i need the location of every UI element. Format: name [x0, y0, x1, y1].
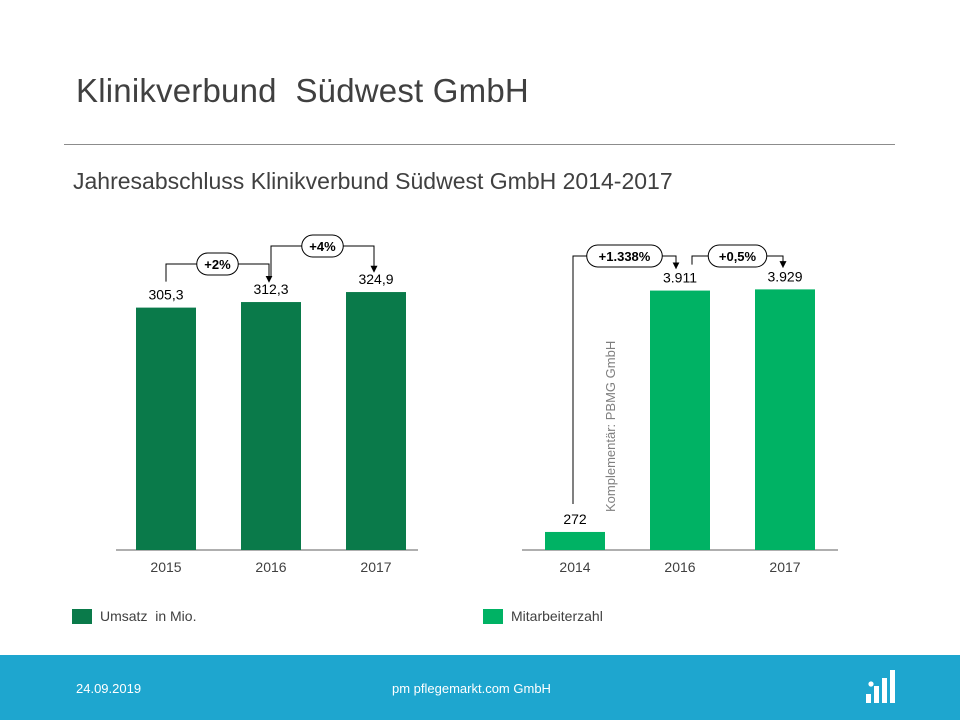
legend-label-revenue: Umsatz in Mio.: [100, 608, 197, 624]
growth-pill-1: [707, 244, 768, 268]
legend-revenue: Umsatz in Mio.: [72, 607, 196, 625]
growth-label-0: +1.338%: [599, 249, 651, 264]
tick-label-2016: 2016: [664, 559, 695, 575]
pflegemarkt-logo-icon: [866, 670, 895, 703]
page-subtitle: Jahresabschluss Klinikverbund Südwest Gm…: [73, 168, 673, 194]
bar-2016: [241, 302, 301, 550]
tick-label-2014: 2014: [559, 559, 590, 575]
bar-2015: [136, 307, 196, 550]
side-note-label: Komplementär: PBMG GmbH: [603, 341, 618, 512]
charts-area: 305,3 2015 312,3 2016 324,9 2017 +2% +4% 272 201…: [116, 234, 838, 575]
tick-label-2015: 2015: [150, 559, 181, 575]
tick-label-2017: 2017: [769, 559, 800, 575]
growth-label-0: +2%: [204, 257, 231, 272]
legend-label-employees: Mitarbeiterzahl: [511, 608, 603, 624]
bar-2017: [346, 292, 406, 550]
footer-date: 24.09.2019: [76, 681, 142, 696]
growth-pill-1: [301, 234, 344, 258]
data-label-2016: 312,3: [253, 281, 288, 297]
data-label-2016: 3.911: [663, 270, 697, 286]
data-label-2017: 3.929: [767, 268, 802, 284]
growth-pill-0: [586, 244, 663, 268]
employees-chart: 272 2014 3.911 2016 3.929 2017 +1.338% +0,5% Kom…: [522, 244, 838, 575]
bar-2014: [545, 531, 605, 550]
data-label-2014: 272: [563, 511, 587, 527]
data-label-2017: 324,9: [358, 271, 393, 287]
footer-bar: 24.09.2019 pm pflegemarkt.com GmbH: [0, 655, 960, 720]
legend-employees: Mitarbeiterzahl: [483, 607, 603, 625]
tick-label-2017: 2017: [360, 559, 391, 575]
revenue-chart: 305,3 2015 312,3 2016 324,9 2017 +2% +4%: [116, 234, 418, 575]
data-label-2015: 305,3: [148, 287, 183, 303]
growth-pill-0: [196, 252, 239, 276]
bar-2017: [755, 289, 815, 550]
growth-label-1: +4%: [309, 239, 336, 254]
legend-swatch-employees: [483, 608, 503, 624]
growth-label-1: +0,5%: [719, 249, 757, 264]
title-divider: [64, 144, 895, 145]
footer-company: pm pflegemarkt.com GmbH: [392, 681, 551, 696]
page-title: Klinikverbund Südwest GmbH: [76, 72, 529, 109]
legend-swatch-revenue: [72, 608, 92, 624]
tick-label-2016: 2016: [255, 559, 286, 575]
bar-2016: [650, 290, 710, 550]
